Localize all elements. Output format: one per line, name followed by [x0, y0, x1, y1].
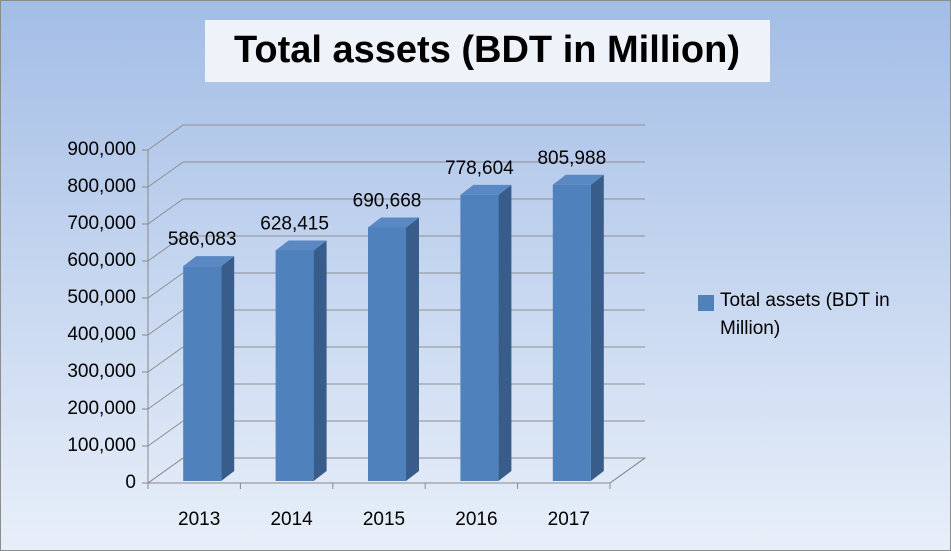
- bar: [552, 174, 604, 482]
- bar-side: [221, 256, 235, 481]
- grid-line: [147, 161, 645, 188]
- data-label: 690,668: [353, 190, 422, 211]
- x-tick-label: 2016: [455, 509, 497, 530]
- x-tick-label: 2014: [270, 509, 313, 530]
- y-tick-label: 300,000: [67, 361, 136, 382]
- y-tick-label: 400,000: [67, 324, 136, 345]
- data-label: 586,083: [168, 229, 237, 250]
- bar: [460, 184, 512, 482]
- floor-edge: [609, 457, 646, 484]
- bar-front: [368, 227, 406, 481]
- bar-top: [368, 217, 419, 228]
- y-tick-label: 600,000: [67, 250, 136, 271]
- y-tick-label: 900,000: [67, 139, 136, 160]
- bar: [368, 217, 419, 482]
- y-tick-label: 0: [125, 472, 136, 493]
- x-tick-label: 2017: [548, 509, 590, 530]
- grid-line: [147, 124, 645, 151]
- y-tick-label: 500,000: [67, 287, 136, 308]
- y-tick-label: 100,000: [67, 435, 136, 456]
- bar-front: [183, 266, 222, 481]
- x-tick-label: 2013: [178, 509, 220, 530]
- legend: Total assets (BDT in Million): [720, 290, 890, 339]
- y-tick-label: 700,000: [67, 213, 136, 234]
- bar-front: [460, 194, 499, 482]
- bar-front: [275, 250, 314, 481]
- bar-side: [590, 174, 604, 482]
- data-label: 628,415: [260, 214, 329, 235]
- bar: [183, 256, 235, 481]
- data-label: 778,604: [445, 158, 514, 179]
- bar-top: [183, 256, 235, 267]
- bar-top: [552, 174, 604, 185]
- bar-side: [498, 184, 512, 482]
- bar: [275, 240, 327, 481]
- chart-title: Total assets (BDT in Million): [234, 29, 740, 71]
- bar-top: [460, 184, 512, 195]
- x-tick-label: 2015: [363, 509, 405, 530]
- y-tick-label: 800,000: [67, 176, 136, 197]
- bar-top: [275, 240, 327, 251]
- legend-label: Total assets (BDT in Million): [720, 290, 890, 339]
- y-tick-label: 200,000: [67, 398, 136, 419]
- bar-side: [406, 217, 419, 482]
- data-label: 805,988: [537, 148, 606, 169]
- legend-swatch: [698, 295, 714, 311]
- bar-front: [552, 184, 591, 482]
- title-box: [205, 20, 770, 82]
- bar-side: [313, 240, 327, 481]
